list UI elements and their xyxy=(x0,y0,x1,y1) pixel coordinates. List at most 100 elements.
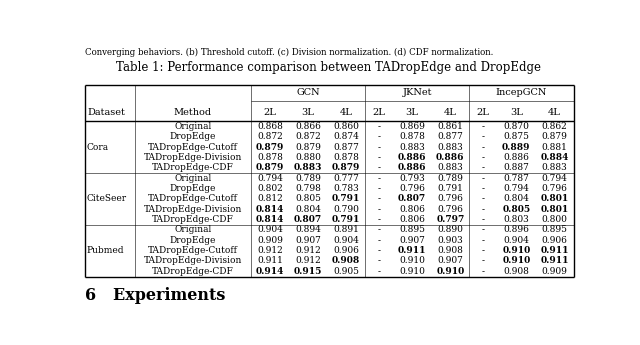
Text: TADropEdge-Division: TADropEdge-Division xyxy=(143,256,242,266)
Text: 0.906: 0.906 xyxy=(541,236,568,245)
Text: 0.789: 0.789 xyxy=(295,174,321,183)
Text: Pubmed: Pubmed xyxy=(87,246,124,255)
Text: 0.879: 0.879 xyxy=(295,143,321,152)
Text: 2L: 2L xyxy=(264,108,276,117)
Text: 0.791: 0.791 xyxy=(332,195,360,204)
Text: 0.797: 0.797 xyxy=(436,215,465,224)
Text: -: - xyxy=(378,122,381,131)
Text: 0.911: 0.911 xyxy=(398,246,426,255)
Text: 0.909: 0.909 xyxy=(257,236,283,245)
Text: 0.908: 0.908 xyxy=(504,267,529,276)
Text: 0.879: 0.879 xyxy=(541,132,568,141)
Text: -: - xyxy=(378,164,381,172)
Text: 0.870: 0.870 xyxy=(504,122,529,131)
Text: Converging behaviors. (b) Threshold cutoff. (c) Division normalization. (d) CDF : Converging behaviors. (b) Threshold cuto… xyxy=(85,48,493,57)
Text: TADropEdge-Division: TADropEdge-Division xyxy=(143,205,242,214)
Text: 0.803: 0.803 xyxy=(504,215,529,224)
Text: 0.886: 0.886 xyxy=(504,153,529,162)
Text: 0.887: 0.887 xyxy=(504,164,529,172)
Text: 0.878: 0.878 xyxy=(257,153,283,162)
Text: -: - xyxy=(482,122,484,131)
Text: 0.908: 0.908 xyxy=(437,246,463,255)
Text: -: - xyxy=(378,153,381,162)
Text: 0.883: 0.883 xyxy=(437,143,463,152)
Text: 0.895: 0.895 xyxy=(399,226,425,235)
Text: -: - xyxy=(378,174,381,183)
Text: Original: Original xyxy=(174,174,211,183)
Text: 0.911: 0.911 xyxy=(540,256,569,266)
Text: 0.883: 0.883 xyxy=(437,164,463,172)
Text: 0.883: 0.883 xyxy=(399,143,425,152)
Text: -: - xyxy=(378,143,381,152)
Text: Dataset: Dataset xyxy=(87,108,125,117)
Text: DropEdge: DropEdge xyxy=(170,236,216,245)
Text: TADropEdge-Cutoff: TADropEdge-Cutoff xyxy=(148,143,237,152)
Text: 0.883: 0.883 xyxy=(294,164,322,172)
Text: 0.915: 0.915 xyxy=(294,267,322,276)
Text: -: - xyxy=(482,226,484,235)
Text: -: - xyxy=(482,143,484,152)
Text: 4L: 4L xyxy=(340,108,353,117)
Text: 0.907: 0.907 xyxy=(399,236,425,245)
Text: 0.794: 0.794 xyxy=(504,184,529,193)
Text: 0.777: 0.777 xyxy=(333,174,359,183)
Text: 0.914: 0.914 xyxy=(255,267,284,276)
Text: 0.878: 0.878 xyxy=(333,153,359,162)
Text: 0.904: 0.904 xyxy=(333,236,359,245)
Text: 4L: 4L xyxy=(444,108,457,117)
Text: -: - xyxy=(482,195,484,204)
Text: -: - xyxy=(378,236,381,245)
Text: 0.906: 0.906 xyxy=(333,246,359,255)
Text: 0.796: 0.796 xyxy=(437,195,463,204)
Text: 0.805: 0.805 xyxy=(295,195,321,204)
Text: 0.890: 0.890 xyxy=(437,226,463,235)
Text: 0.878: 0.878 xyxy=(399,132,425,141)
Text: 3L: 3L xyxy=(510,108,523,117)
Text: CiteSeer: CiteSeer xyxy=(87,195,127,204)
Text: 0.869: 0.869 xyxy=(399,122,425,131)
Text: 0.910: 0.910 xyxy=(502,256,531,266)
Text: 0.909: 0.909 xyxy=(541,267,568,276)
Text: 0.886: 0.886 xyxy=(398,153,426,162)
Text: 0.894: 0.894 xyxy=(295,226,321,235)
Text: 0.879: 0.879 xyxy=(255,143,284,152)
Text: 0.881: 0.881 xyxy=(541,143,568,152)
Text: TADropEdge-CDF: TADropEdge-CDF xyxy=(152,267,234,276)
Text: TADropEdge-CDF: TADropEdge-CDF xyxy=(152,164,234,172)
Text: DropEdge: DropEdge xyxy=(170,132,216,141)
Text: 0.883: 0.883 xyxy=(541,164,567,172)
Text: Table 1: Performance comparison between TADropEdge and DropEdge: Table 1: Performance comparison between … xyxy=(115,61,541,74)
Text: Original: Original xyxy=(174,226,211,235)
Text: -: - xyxy=(482,246,484,255)
Text: 0.907: 0.907 xyxy=(295,236,321,245)
Text: 0.880: 0.880 xyxy=(295,153,321,162)
Text: 0.787: 0.787 xyxy=(504,174,529,183)
Text: 0.874: 0.874 xyxy=(333,132,359,141)
Text: GCN: GCN xyxy=(296,88,320,97)
Text: JKNet: JKNet xyxy=(403,88,432,97)
Text: -: - xyxy=(378,256,381,266)
Text: 0.886: 0.886 xyxy=(398,164,426,172)
Text: -: - xyxy=(482,153,484,162)
Text: Cora: Cora xyxy=(87,143,109,152)
Text: 0.804: 0.804 xyxy=(295,205,321,214)
Text: IncepGCN: IncepGCN xyxy=(496,88,547,97)
Text: 0.872: 0.872 xyxy=(257,132,283,141)
Text: 0.804: 0.804 xyxy=(504,195,529,204)
Text: 0.807: 0.807 xyxy=(294,215,322,224)
Text: 0.790: 0.790 xyxy=(333,205,359,214)
Text: 0.807: 0.807 xyxy=(398,195,426,204)
Text: TADropEdge-Cutoff: TADropEdge-Cutoff xyxy=(148,246,237,255)
Text: 0.796: 0.796 xyxy=(437,205,463,214)
Text: -: - xyxy=(482,174,484,183)
Text: 0.891: 0.891 xyxy=(333,226,359,235)
Text: 0.904: 0.904 xyxy=(257,226,283,235)
Text: 0.791: 0.791 xyxy=(332,215,360,224)
Text: 2L: 2L xyxy=(477,108,490,117)
Text: 0.879: 0.879 xyxy=(255,164,284,172)
Text: Original: Original xyxy=(174,122,211,131)
Text: 0.905: 0.905 xyxy=(333,267,359,276)
Text: 0.796: 0.796 xyxy=(399,184,425,193)
Text: -: - xyxy=(482,267,484,276)
Text: 0.793: 0.793 xyxy=(399,174,425,183)
